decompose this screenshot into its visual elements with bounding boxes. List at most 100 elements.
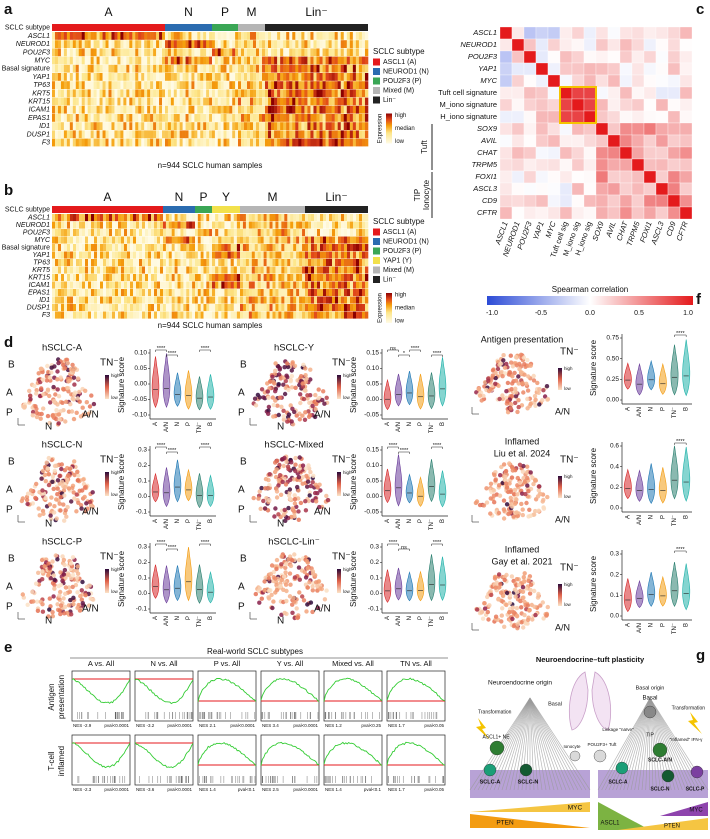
heat-cell bbox=[136, 222, 139, 229]
heat-cell bbox=[73, 40, 76, 48]
heat-cell bbox=[347, 65, 350, 73]
heat-cell bbox=[338, 139, 341, 147]
heat-cell bbox=[215, 214, 218, 221]
heat-cell bbox=[221, 106, 224, 114]
heat-cell bbox=[347, 57, 350, 65]
heat-cell bbox=[329, 81, 332, 89]
heat-cell bbox=[156, 106, 159, 114]
heat-cell bbox=[100, 267, 103, 274]
heat-cell bbox=[94, 267, 97, 274]
heat-cell bbox=[127, 304, 130, 311]
heat-cell bbox=[287, 214, 290, 221]
heat-cell bbox=[175, 244, 178, 251]
corr-cell bbox=[596, 195, 608, 207]
corr-cell bbox=[608, 99, 620, 111]
umap-cell bbox=[31, 599, 35, 603]
heat-cell bbox=[136, 214, 139, 221]
heat-cell bbox=[218, 282, 221, 289]
heat-cell bbox=[249, 237, 252, 244]
heat-cell bbox=[163, 229, 166, 236]
heat-cell bbox=[97, 229, 100, 236]
heat-cell bbox=[305, 244, 308, 251]
heat-cell bbox=[350, 229, 353, 236]
heat-cell bbox=[121, 259, 124, 266]
heat-cell bbox=[221, 89, 224, 97]
heat-cell bbox=[258, 259, 261, 266]
heat-cell bbox=[283, 32, 286, 40]
heat-cell bbox=[94, 139, 97, 147]
heat-cell bbox=[165, 114, 168, 122]
heat-cell bbox=[247, 89, 250, 97]
heat-cell bbox=[183, 304, 186, 311]
heat-cell bbox=[157, 229, 160, 236]
heat-cell bbox=[278, 214, 281, 221]
corr-cell bbox=[644, 147, 656, 159]
heat-cell bbox=[250, 89, 253, 97]
umap-cell bbox=[298, 455, 302, 459]
heat-cell bbox=[275, 244, 278, 251]
heat-cell bbox=[323, 282, 326, 289]
heat-cell bbox=[332, 244, 335, 251]
heat-cell bbox=[224, 267, 227, 274]
heat-cell bbox=[323, 237, 326, 244]
heat-cell bbox=[123, 122, 126, 130]
heat-cell bbox=[270, 267, 273, 274]
umap-cell bbox=[42, 564, 46, 568]
heat-cell bbox=[329, 237, 332, 244]
umap-cell bbox=[83, 495, 87, 499]
corr-cell bbox=[500, 99, 512, 111]
heat-cell bbox=[261, 214, 264, 221]
heat-cell bbox=[323, 222, 326, 229]
heat-cell bbox=[133, 259, 136, 266]
heat-cell bbox=[277, 122, 280, 130]
umap-cell bbox=[305, 559, 309, 563]
heat-cell bbox=[215, 252, 218, 259]
heat-cell bbox=[323, 289, 326, 296]
umap-cell bbox=[272, 381, 276, 385]
heat-cell bbox=[212, 57, 215, 65]
heat-cell bbox=[323, 73, 326, 81]
heat-cell bbox=[58, 259, 61, 266]
heat-cell bbox=[165, 98, 168, 106]
heat-cell bbox=[180, 274, 183, 281]
heat-cell bbox=[138, 98, 141, 106]
heat-cell bbox=[310, 114, 313, 122]
heat-cell bbox=[332, 274, 335, 281]
heat-cell bbox=[100, 274, 103, 281]
heat-cell bbox=[150, 130, 153, 138]
umap-cell bbox=[71, 573, 75, 577]
corr-cell bbox=[500, 75, 512, 87]
heat-cell bbox=[168, 89, 171, 97]
corr-cell bbox=[560, 27, 572, 39]
heat-cell bbox=[112, 237, 115, 244]
heat-cell bbox=[224, 289, 227, 296]
heat-cell bbox=[338, 122, 341, 130]
heat-cell bbox=[94, 114, 97, 122]
heat-cell bbox=[258, 297, 261, 304]
heat-cell bbox=[283, 40, 286, 48]
heat-cell bbox=[258, 222, 261, 229]
heat-cell bbox=[290, 267, 293, 274]
heat-cell bbox=[206, 57, 209, 65]
heat-cell bbox=[278, 229, 281, 236]
heat-cell bbox=[320, 304, 323, 311]
umap-cell bbox=[286, 388, 290, 392]
heat-cell bbox=[286, 130, 289, 138]
heat-cell bbox=[67, 214, 70, 221]
heat-cell bbox=[135, 106, 138, 114]
heat-cell bbox=[292, 106, 295, 114]
violin bbox=[439, 357, 446, 406]
heat-cell bbox=[64, 312, 67, 319]
heat-cell bbox=[274, 106, 277, 114]
row-label: YAP1 bbox=[32, 252, 50, 259]
heat-cell bbox=[76, 312, 79, 319]
heat-cell bbox=[88, 289, 91, 296]
heat-cell bbox=[52, 297, 55, 304]
legend-swatch bbox=[373, 87, 380, 94]
heat-cell bbox=[317, 312, 320, 319]
heat-cell bbox=[55, 114, 58, 122]
heat-cell bbox=[82, 81, 85, 89]
y-tick-label: -0.05 bbox=[364, 509, 379, 516]
corr-cell bbox=[656, 195, 668, 207]
heat-cell bbox=[244, 65, 247, 73]
